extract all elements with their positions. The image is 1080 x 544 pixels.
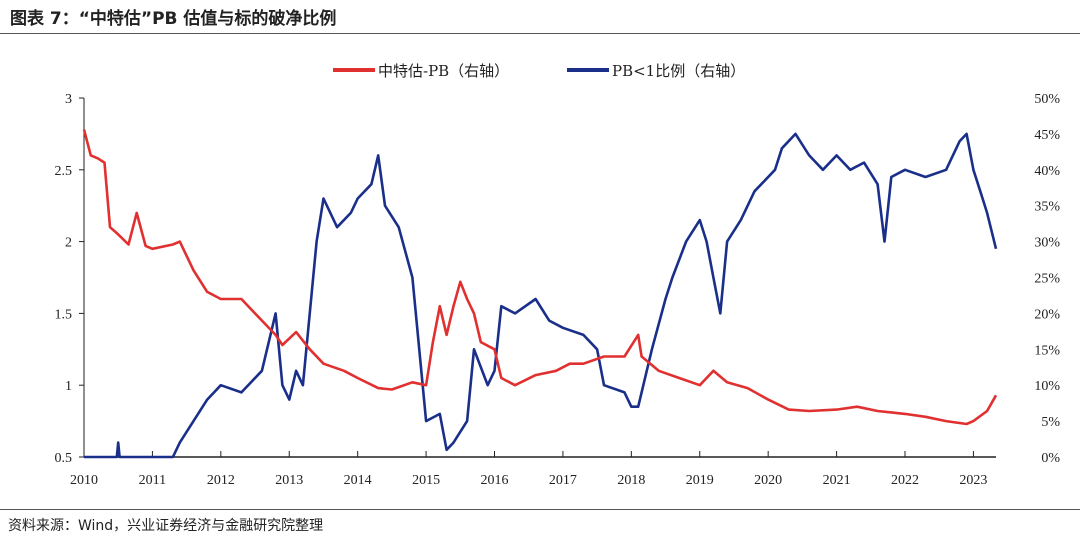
title-divider — [0, 33, 1080, 34]
y-right-tick-label: 25% — [1034, 272, 1060, 287]
x-tick-label: 2014 — [344, 473, 372, 488]
y-right-tick-label: 0% — [1041, 451, 1060, 466]
y-right-tick-label: 15% — [1034, 343, 1060, 358]
y-left-tick-label: 1 — [65, 379, 72, 394]
x-tick-label: 2018 — [617, 473, 645, 488]
x-tick-label: 2010 — [70, 473, 98, 488]
y-right-tick-label: 10% — [1034, 379, 1060, 394]
series-line-pb-below-1-ratio — [84, 132, 998, 459]
source-note: 资料来源：Wind，兴业证券经济与金融研究院整理 — [8, 518, 324, 534]
x-tick-label: 2011 — [139, 473, 166, 488]
x-tick-label: 2013 — [275, 473, 303, 488]
x-tick-label: 2016 — [481, 473, 509, 488]
x-tick-label: 2015 — [412, 473, 440, 488]
x-tick-label: 2021 — [823, 473, 851, 488]
x-tick-label: 2012 — [207, 473, 235, 488]
x-tick-label: 2019 — [686, 473, 714, 488]
chart-svg: 0.511.522.530%5%10%15%20%25%30%35%40%45%… — [55, 62, 1061, 488]
y-right-tick-label: 50% — [1034, 92, 1060, 107]
y-left-tick-label: 1.5 — [55, 307, 73, 322]
y-right-tick-label: 20% — [1034, 307, 1060, 322]
y-right-tick-label: 30% — [1034, 236, 1060, 251]
x-tick-label: 2020 — [754, 473, 782, 488]
y-right-tick-label: 5% — [1041, 415, 1060, 430]
x-tick-label: 2017 — [549, 473, 577, 488]
legend-label: PB<1比例（右轴） — [612, 62, 745, 80]
x-tick-label: 2023 — [959, 473, 987, 488]
y-left-tick-label: 2.5 — [55, 164, 73, 179]
figure-title: 图表 7：“中特估”PB 估值与标的破净比例 — [10, 9, 337, 29]
y-right-tick-label: 35% — [1034, 200, 1060, 215]
y-right-tick-label: 45% — [1034, 128, 1060, 143]
y-right-tick-label: 40% — [1034, 164, 1060, 179]
y-left-tick-label: 0.5 — [55, 451, 73, 466]
x-tick-label: 2022 — [891, 473, 919, 488]
source-divider — [0, 509, 1080, 510]
series-line-pb — [82, 129, 998, 426]
y-left-tick-label: 2 — [65, 236, 72, 251]
legend-label: 中特估-PB（右轴） — [378, 62, 509, 80]
y-left-tick-label: 3 — [65, 92, 72, 107]
